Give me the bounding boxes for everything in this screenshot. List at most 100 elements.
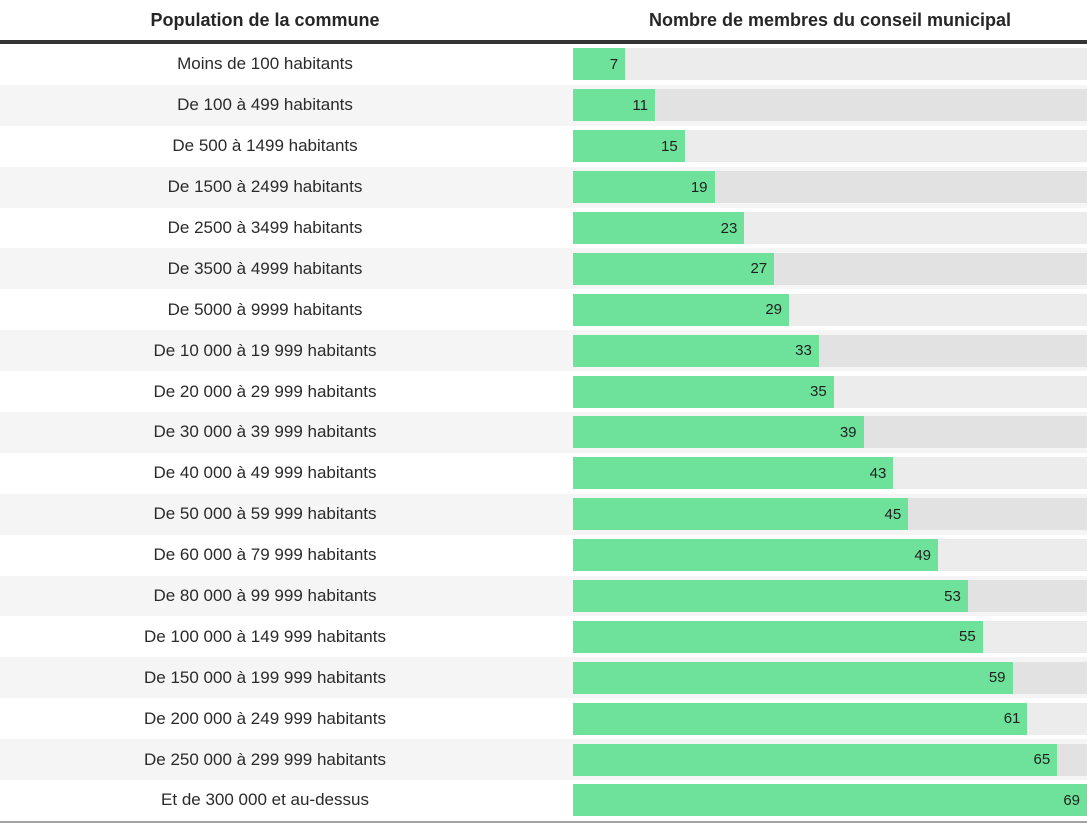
population-category-label: De 5000 à 9999 habitants bbox=[167, 299, 363, 319]
bar-value-label: 11 bbox=[632, 96, 648, 114]
table-row: De 1500 à 2499 habitants 19 bbox=[0, 166, 1087, 208]
bar-cell: 39 bbox=[530, 416, 1087, 449]
value-bar: 49 bbox=[573, 539, 938, 572]
value-bar: 65 bbox=[573, 743, 1058, 776]
bar-value-label: 49 bbox=[914, 546, 931, 564]
value-bar: 59 bbox=[573, 661, 1013, 694]
value-bar: 15 bbox=[573, 130, 685, 163]
bar-cell: 19 bbox=[530, 171, 1087, 204]
bar-value-label: 15 bbox=[661, 137, 678, 155]
table-row: De 250 000 à 299 999 habitants 65 bbox=[0, 739, 1087, 781]
bar-value-label: 23 bbox=[720, 219, 738, 237]
table-row: De 30 000 à 39 999 habitants 39 bbox=[0, 412, 1087, 453]
bar-track: 69 bbox=[573, 784, 1087, 817]
value-bar: 39 bbox=[573, 416, 864, 449]
bar-cell: 61 bbox=[530, 702, 1087, 735]
bar-value-label: 33 bbox=[795, 342, 812, 360]
population-category-label: De 20 000 à 29 999 habitants bbox=[153, 381, 377, 401]
table-row: Moins de 100 habitants 7 bbox=[0, 44, 1087, 85]
bar-value-label: 27 bbox=[750, 260, 768, 278]
table-row: De 20 000 à 29 999 habitants 35 bbox=[0, 371, 1087, 413]
bar-cell: 65 bbox=[530, 743, 1087, 776]
bar-track: 23 bbox=[573, 212, 1087, 244]
bar-cell: 59 bbox=[530, 661, 1087, 694]
bar-track: 33 bbox=[573, 334, 1087, 367]
bar-track: 39 bbox=[573, 416, 1087, 449]
bar-cell: 55 bbox=[530, 620, 1087, 653]
population-category-label: De 80 000 à 99 999 habitants bbox=[153, 586, 377, 606]
bar-cell: 45 bbox=[530, 498, 1087, 531]
value-bar: 53 bbox=[573, 580, 968, 613]
bar-track: 55 bbox=[573, 620, 1087, 653]
bar-cell: 11 bbox=[530, 89, 1087, 122]
bar-value-label: 39 bbox=[839, 423, 857, 441]
bar-track: 15 bbox=[573, 130, 1087, 163]
bar-track: 61 bbox=[573, 702, 1087, 735]
table-row: De 200 000 à 249 999 habitants 61 bbox=[0, 698, 1087, 740]
bar-track: 65 bbox=[573, 743, 1087, 776]
bar-cell: 29 bbox=[530, 293, 1087, 326]
bar-value-label: 61 bbox=[1003, 710, 1021, 728]
population-category-label: De 40 000 à 49 999 habitants bbox=[153, 463, 377, 483]
table-row: De 100 à 499 habitants 11 bbox=[0, 84, 1087, 126]
bar-cell: 23 bbox=[530, 212, 1087, 244]
bar-cell: 35 bbox=[530, 375, 1087, 408]
bar-cell: 7 bbox=[530, 48, 1087, 81]
bar-value-label: 7 bbox=[609, 55, 619, 73]
table-row: De 3500 à 4999 habitants 27 bbox=[0, 248, 1087, 290]
bar-value-label: 35 bbox=[810, 383, 827, 401]
bar-value-label: 69 bbox=[1063, 791, 1080, 809]
table-row: De 10 000 à 19 999 habitants 33 bbox=[0, 330, 1087, 372]
value-bar: 43 bbox=[573, 457, 894, 490]
bar-track: 11 bbox=[573, 89, 1087, 122]
population-category-label: De 30 000 à 39 999 habitants bbox=[153, 422, 377, 442]
bar-cell: 43 bbox=[530, 457, 1087, 490]
population-category-label: De 100 000 à 149 999 habitants bbox=[144, 626, 386, 646]
bar-value-label: 29 bbox=[765, 301, 783, 319]
value-bar: 19 bbox=[573, 171, 715, 204]
bar-cell: 15 bbox=[530, 130, 1087, 163]
table-row: De 50 000 à 59 999 habitants 45 bbox=[0, 493, 1087, 535]
table-row: De 100 000 à 149 999 habitants 55 bbox=[0, 616, 1087, 658]
table-row: De 500 à 1499 habitants 15 bbox=[0, 125, 1087, 167]
value-bar: 69 bbox=[573, 784, 1087, 817]
value-bar: 11 bbox=[573, 89, 655, 122]
value-bar: 29 bbox=[573, 293, 790, 326]
bar-value-label: 65 bbox=[1033, 751, 1051, 769]
value-bar: 7 bbox=[573, 48, 626, 81]
bar-track: 59 bbox=[573, 661, 1087, 694]
population-category-label: De 60 000 à 79 999 habitants bbox=[153, 545, 377, 565]
table-row: De 150 000 à 199 999 habitants 59 bbox=[0, 657, 1087, 699]
bar-track: 27 bbox=[573, 252, 1087, 285]
bar-value-label: 19 bbox=[690, 178, 708, 196]
population-category-label: Moins de 100 habitants bbox=[177, 54, 353, 74]
value-bar: 23 bbox=[573, 212, 745, 244]
bar-track: 53 bbox=[573, 580, 1087, 613]
value-bar: 33 bbox=[573, 334, 819, 367]
population-category-label: De 50 000 à 59 999 habitants bbox=[153, 504, 377, 524]
bar-cell: 33 bbox=[530, 334, 1087, 367]
bar-value-label: 59 bbox=[988, 669, 1006, 687]
bar-track: 43 bbox=[573, 457, 1087, 490]
bar-cell: 27 bbox=[530, 252, 1087, 285]
table-row: De 40 000 à 49 999 habitants 43 bbox=[0, 452, 1087, 494]
bar-track: 45 bbox=[573, 498, 1087, 531]
table-header: Population de la commune Nombre de membr… bbox=[0, 0, 1087, 44]
bar-cell: 53 bbox=[530, 580, 1087, 613]
table-row: De 2500 à 3499 habitants 23 bbox=[0, 207, 1087, 249]
population-category-label: De 100 à 499 habitants bbox=[177, 95, 353, 115]
population-category-label: De 2500 à 3499 habitants bbox=[167, 218, 363, 237]
bar-value-label: 45 bbox=[884, 505, 902, 523]
bar-value-label: 53 bbox=[944, 587, 961, 605]
bar-track: 7 bbox=[573, 48, 1087, 81]
bar-value-label: 55 bbox=[959, 628, 976, 646]
table-body: Moins de 100 habitants 7 De 100 à 499 ha… bbox=[0, 44, 1087, 821]
population-category-label: De 10 000 à 19 999 habitants bbox=[153, 340, 377, 360]
bar-track: 49 bbox=[573, 539, 1087, 572]
bar-track: 19 bbox=[573, 171, 1087, 204]
population-category-label: De 500 à 1499 habitants bbox=[172, 136, 358, 156]
population-category-label: De 3500 à 4999 habitants bbox=[167, 258, 363, 278]
table-row: Et de 300 000 et au-dessus 69 bbox=[0, 780, 1087, 821]
column-header-members: Nombre de membres du conseil municipal bbox=[648, 10, 1012, 30]
